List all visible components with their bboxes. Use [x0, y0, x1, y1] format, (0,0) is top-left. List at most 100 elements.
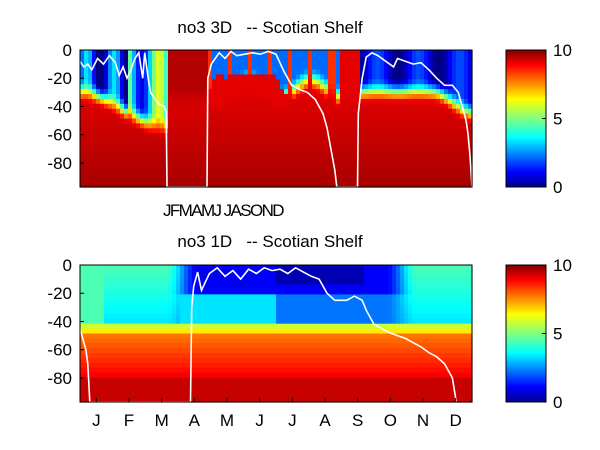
heatmap-cell [276, 294, 281, 300]
heatmap-cell [96, 89, 101, 95]
heatmap-cell [364, 123, 369, 129]
heatmap-cell [156, 318, 161, 325]
heatmap-cell [404, 123, 409, 129]
heatmap-cell [444, 64, 449, 71]
heatmap-cell [96, 348, 101, 354]
heatmap-cell [284, 79, 289, 85]
heatmap-cell [256, 142, 261, 149]
heatmap-cell [120, 138, 125, 144]
heatmap-cell [332, 172, 337, 178]
heatmap-cell [448, 142, 453, 149]
heatmap-cell [200, 289, 205, 295]
heatmap-cell [392, 274, 397, 281]
heatmap-cell [332, 74, 337, 80]
heatmap-cell [184, 309, 189, 315]
heatmap-cell [312, 338, 317, 344]
heatmap-cell [128, 162, 133, 169]
heatmap-cell [404, 103, 409, 110]
heatmap-cell [224, 147, 229, 154]
heatmap-cell [424, 50, 429, 56]
heatmap-cell [248, 108, 253, 115]
heatmap-cell [312, 313, 317, 320]
heatmap-cell [300, 64, 305, 71]
heatmap-cell [416, 152, 421, 159]
heatmap-cell [284, 333, 289, 339]
heatmap-cell [416, 113, 421, 120]
heatmap-cell [300, 79, 305, 85]
heatmap-cell [412, 172, 417, 178]
heatmap-cell [128, 382, 133, 388]
heatmap-cell [140, 172, 145, 178]
heatmap-cell [396, 172, 401, 178]
heatmap-cell [428, 64, 433, 71]
heatmap-cell [180, 157, 185, 164]
heatmap-cell [428, 162, 433, 169]
heatmap-cell [104, 74, 109, 80]
heatmap-cell [80, 348, 85, 354]
heatmap-cell [212, 59, 217, 66]
heatmap-cell [408, 182, 413, 188]
heatmap-cell [120, 162, 125, 169]
heatmap-cell [452, 59, 457, 66]
heatmap-cell [420, 84, 425, 90]
heatmap-cell [412, 84, 417, 90]
heatmap-cell [176, 89, 181, 95]
heatmap-cell [84, 382, 89, 388]
heatmap-cell [264, 392, 269, 398]
heatmap-cell [232, 79, 237, 85]
heatmap-cell [276, 69, 281, 76]
heatmap-cell [96, 69, 101, 76]
heatmap-cell [92, 103, 97, 110]
heatmap-cell [328, 367, 333, 374]
heatmap-cell [268, 323, 273, 330]
heatmap-cell [368, 54, 373, 61]
heatmap-cell [372, 328, 377, 335]
heatmap-cell [324, 59, 329, 66]
heatmap-cell [380, 279, 385, 286]
heatmap-cell [172, 348, 177, 354]
heatmap-cell [96, 377, 101, 384]
heatmap-cell [356, 392, 361, 398]
heatmap-cell [192, 328, 197, 335]
heatmap-cell [116, 377, 121, 384]
heatmap-cell [192, 152, 197, 159]
heatmap-cell [440, 133, 445, 139]
heatmap-cell [84, 387, 89, 393]
heatmap-cell [176, 299, 181, 305]
heatmap-cell [280, 152, 285, 159]
heatmap-cell [196, 338, 201, 344]
heatmap-cell [248, 128, 253, 134]
heatmap-cell [196, 304, 201, 310]
heatmap-cell [232, 177, 237, 183]
heatmap-cell [356, 64, 361, 71]
heatmap-cell [168, 304, 173, 310]
heatmap-cell [252, 103, 257, 110]
heatmap-cell [172, 309, 177, 315]
heatmap-cell [328, 362, 333, 369]
heatmap-cell [140, 323, 145, 330]
heatmap-cell [264, 313, 269, 320]
heatmap-cell [164, 274, 169, 281]
heatmap-cell [316, 84, 321, 90]
heatmap-cell [468, 64, 473, 71]
heatmap-cell [436, 152, 441, 159]
heatmap-cell [376, 338, 381, 344]
heatmap-cell [92, 397, 97, 403]
heatmap-cell [88, 377, 93, 384]
heatmap-cell [212, 309, 217, 315]
heatmap-cell [336, 98, 341, 105]
heatmap-cell [256, 98, 261, 105]
heatmap-cell [348, 69, 353, 76]
heatmap-cell [192, 64, 197, 71]
heatmap-cell [360, 323, 365, 330]
heatmap-cell [180, 348, 185, 354]
heatmap-cell [280, 294, 285, 300]
heatmap-cell [208, 343, 213, 349]
heatmap-cell [232, 142, 237, 149]
heatmap-cell [176, 133, 181, 139]
heatmap-cell [104, 108, 109, 115]
heatmap-cell [348, 108, 353, 115]
heatmap-cell [316, 133, 321, 139]
heatmap-cell [200, 152, 205, 159]
heatmap-cell [312, 54, 317, 61]
